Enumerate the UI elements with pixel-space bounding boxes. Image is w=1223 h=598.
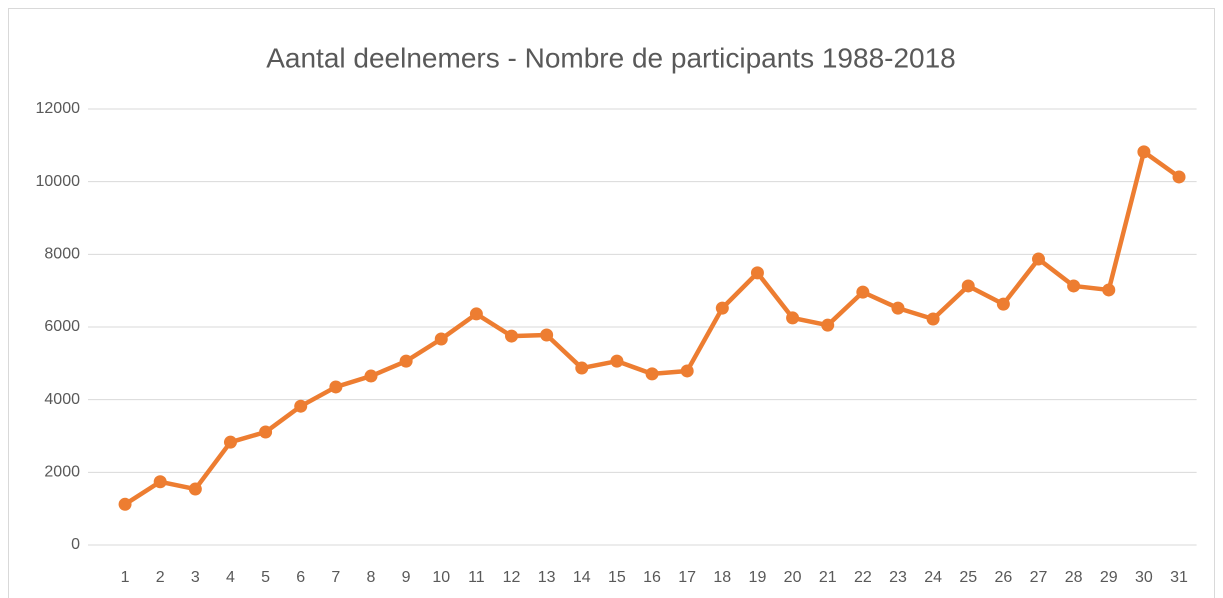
x-tick-label: 7 bbox=[331, 569, 340, 586]
chart-frame bbox=[8, 8, 1215, 598]
x-tick-label: 5 bbox=[261, 569, 270, 586]
marker bbox=[961, 279, 975, 293]
x-tick-label: 28 bbox=[1065, 569, 1083, 586]
marker bbox=[891, 301, 905, 315]
x-tick-label: 18 bbox=[713, 569, 731, 586]
marker bbox=[118, 497, 132, 511]
marker bbox=[750, 266, 764, 280]
x-tick-label: 26 bbox=[994, 569, 1012, 586]
marker bbox=[434, 332, 448, 346]
marker bbox=[223, 435, 237, 449]
x-tick-label: 27 bbox=[1030, 569, 1048, 586]
marker bbox=[680, 364, 694, 378]
y-tick-label: 4000 bbox=[44, 391, 80, 408]
marker bbox=[856, 285, 870, 299]
marker bbox=[399, 354, 413, 368]
marker bbox=[1067, 279, 1081, 293]
marker bbox=[1102, 283, 1116, 297]
marker bbox=[188, 482, 202, 496]
marker bbox=[575, 361, 589, 375]
marker bbox=[786, 311, 800, 325]
x-tick-label: 11 bbox=[468, 569, 485, 586]
x-tick-label: 17 bbox=[678, 569, 696, 586]
y-tick-label: 12000 bbox=[36, 100, 81, 117]
x-tick-label: 19 bbox=[749, 569, 767, 586]
x-tick-label: 24 bbox=[924, 569, 942, 586]
y-tick-label: 6000 bbox=[44, 318, 80, 335]
marker bbox=[715, 301, 729, 315]
x-tick-label: 25 bbox=[959, 569, 977, 586]
marker bbox=[610, 354, 624, 368]
marker bbox=[364, 369, 378, 383]
y-tick-label: 10000 bbox=[36, 173, 81, 190]
x-tick-label: 23 bbox=[889, 569, 907, 586]
x-tick-label: 8 bbox=[367, 569, 376, 586]
x-tick-label: 12 bbox=[503, 569, 521, 586]
x-tick-label: 20 bbox=[784, 569, 802, 586]
marker bbox=[645, 367, 659, 381]
marker bbox=[821, 318, 835, 332]
marker bbox=[153, 475, 167, 489]
marker bbox=[1172, 170, 1186, 184]
x-tick-label: 6 bbox=[296, 569, 305, 586]
y-tick-label: 0 bbox=[71, 536, 80, 553]
marker bbox=[294, 399, 308, 413]
line-series bbox=[123, 149, 1181, 507]
y-tick-label: 2000 bbox=[44, 464, 80, 481]
x-tick-label: 13 bbox=[538, 569, 556, 586]
marker bbox=[329, 380, 343, 394]
x-tick-label: 22 bbox=[854, 569, 872, 586]
x-tick-label: 30 bbox=[1135, 569, 1153, 586]
x-tick-label: 14 bbox=[573, 569, 591, 586]
marker bbox=[505, 329, 519, 343]
x-tick-label: 3 bbox=[191, 569, 200, 586]
marker bbox=[996, 297, 1010, 311]
x-tick-label: 29 bbox=[1100, 569, 1118, 586]
marker bbox=[540, 328, 554, 342]
y-tick-label: 8000 bbox=[44, 246, 80, 263]
x-tick-label: 10 bbox=[432, 569, 450, 586]
x-tick-label: 15 bbox=[608, 569, 626, 586]
x-tick-label: 9 bbox=[402, 569, 411, 586]
chart-title: Aantal deelnemers - Nombre de participan… bbox=[266, 42, 956, 73]
marker bbox=[469, 307, 483, 321]
marker bbox=[1032, 252, 1046, 266]
marker bbox=[926, 312, 940, 326]
x-tick-label: 16 bbox=[643, 569, 661, 586]
x-tick-label: 4 bbox=[226, 569, 235, 586]
x-tick-label: 2 bbox=[156, 569, 165, 586]
marker bbox=[259, 425, 273, 439]
x-tick-label: 21 bbox=[819, 569, 837, 586]
marker bbox=[1137, 145, 1151, 159]
x-tick-label: 31 bbox=[1170, 569, 1188, 586]
x-tick-label: 1 bbox=[121, 569, 130, 586]
